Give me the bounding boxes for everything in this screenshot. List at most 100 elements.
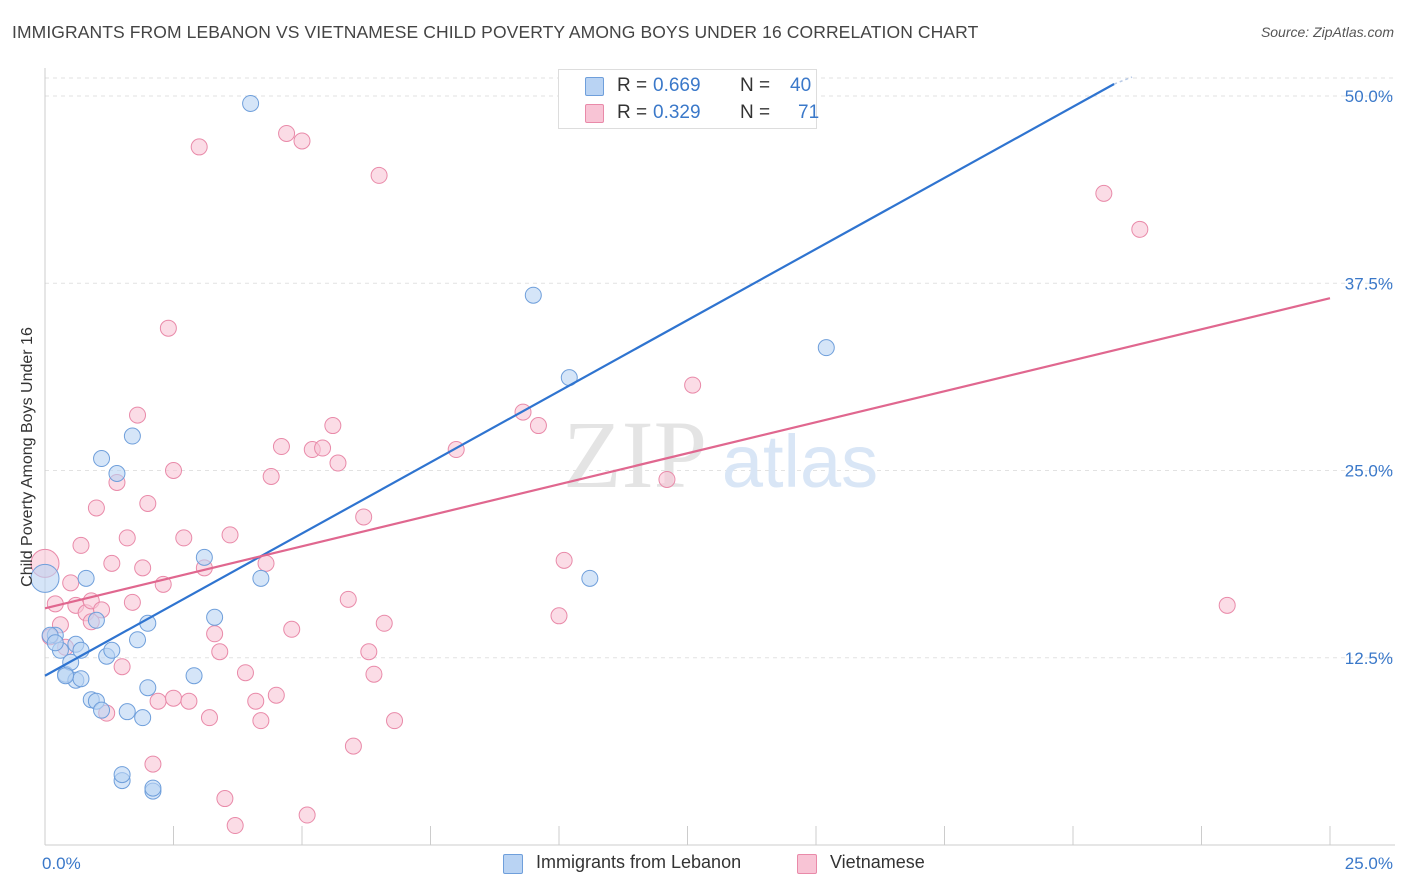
source-credit: Source: ZipAtlas.com xyxy=(1260,24,1394,40)
vietnamese-swatch xyxy=(585,104,604,123)
lebanon-point xyxy=(134,709,152,727)
vietnamese-point xyxy=(262,467,280,485)
vietnamese-trend-line xyxy=(44,297,1331,610)
vietnamese-point xyxy=(252,712,270,730)
vietnamese-point xyxy=(267,686,285,704)
vietnamese-point xyxy=(175,529,193,547)
y-tick-label: 12.5% xyxy=(1345,649,1393,668)
lebanon-point xyxy=(139,679,157,697)
lebanon-point xyxy=(77,569,95,587)
n-value: 71 xyxy=(798,102,820,123)
vietnamese-point xyxy=(257,554,275,572)
vietnamese-point xyxy=(283,620,301,638)
vietnamese-point xyxy=(159,319,177,337)
vietnamese-point xyxy=(658,470,676,488)
lebanon-point xyxy=(185,667,203,685)
vietnamese-point xyxy=(206,625,224,643)
lebanon-legend-label: Immigrants from Lebanon xyxy=(536,852,742,872)
n-label: N = xyxy=(740,102,771,123)
vietnamese-point xyxy=(324,417,342,435)
lebanon-point xyxy=(144,779,162,797)
chart-title: IMMIGRANTS FROM LEBANON VS VIETNAMESE CH… xyxy=(12,22,979,42)
vietnamese-point xyxy=(144,755,162,773)
vietnamese-point xyxy=(87,499,105,517)
vietnamese-point xyxy=(118,529,136,547)
vietnamese-point xyxy=(355,508,373,526)
vietnamese-point xyxy=(360,643,378,661)
lebanon-point xyxy=(118,703,136,721)
vietnamese-point xyxy=(1095,184,1113,202)
lebanon-point xyxy=(524,286,542,304)
tick-labels: 12.5% 25.0% 37.5% 50.0% 0.0% 25.0% xyxy=(42,87,1393,873)
lebanon-point xyxy=(129,631,147,649)
vietnamese-point xyxy=(272,438,290,456)
axes xyxy=(44,68,1395,846)
lebanon-point xyxy=(57,667,75,685)
vietnamese-point xyxy=(200,709,218,727)
vietnamese-point xyxy=(123,593,141,611)
r-value: 0.669 xyxy=(653,75,701,96)
vietnamese-point xyxy=(529,417,547,435)
y-tick-label: 25.0% xyxy=(1345,462,1393,481)
lebanon-point xyxy=(123,427,141,445)
lebanon-point xyxy=(93,450,111,468)
y-axis-label: Child Poverty Among Boys Under 16 xyxy=(19,327,36,587)
vietnamese-point xyxy=(247,692,265,710)
vietnamese-point xyxy=(226,817,244,835)
vietnamese-point xyxy=(129,406,147,424)
vietnamese-point xyxy=(1218,596,1236,614)
vietnamese-point xyxy=(329,454,347,472)
lebanon-point xyxy=(46,634,64,652)
lebanon-trend-extension xyxy=(1113,76,1133,85)
vietnamese-point xyxy=(555,551,573,569)
series-vietnamese-points xyxy=(30,124,1236,835)
vietnamese-point xyxy=(298,806,316,824)
vietnamese-point xyxy=(684,376,702,394)
lebanon-point xyxy=(93,701,111,719)
lebanon-point xyxy=(113,766,131,784)
correlation-legend: R = 0.669 N = 40 R = 0.329 N = 71 xyxy=(558,69,820,129)
lebanon-legend-swatch xyxy=(503,854,523,874)
y-tick-label: 37.5% xyxy=(1345,274,1393,293)
vietnamese-point xyxy=(344,737,362,755)
lebanon-point xyxy=(87,611,105,629)
lebanon-swatch xyxy=(585,77,604,96)
vietnamese-point xyxy=(339,590,357,608)
vietnamese-point xyxy=(236,664,254,682)
lebanon-point xyxy=(30,563,60,593)
vietnamese-legend-swatch xyxy=(797,854,817,874)
vietnamese-point xyxy=(216,790,234,808)
lebanon-point xyxy=(581,569,599,587)
vietnamese-point xyxy=(375,614,393,632)
lebanon-point xyxy=(252,569,270,587)
vietnamese-point xyxy=(180,692,198,710)
y-tick-label: 50.0% xyxy=(1345,87,1393,106)
vietnamese-point xyxy=(103,554,121,572)
vietnamese-point xyxy=(293,132,311,150)
vietnamese-point xyxy=(190,138,208,156)
lebanon-point xyxy=(103,641,121,659)
vietnamese-point xyxy=(386,712,404,730)
vietnamese-point xyxy=(165,689,182,707)
vietnamese-point xyxy=(314,439,332,457)
n-value: 40 xyxy=(790,75,812,96)
lebanon-point xyxy=(206,608,224,626)
gridlines xyxy=(45,77,1395,659)
lebanon-trend-line xyxy=(44,83,1115,677)
vietnamese-point xyxy=(72,536,90,554)
vietnamese-point xyxy=(134,559,152,577)
lebanon-point xyxy=(72,670,90,688)
vietnamese-point xyxy=(139,494,157,512)
r-label: R = xyxy=(617,75,648,96)
vietnamese-point xyxy=(550,607,568,625)
vietnamese-point xyxy=(221,526,239,544)
vietnamese-point xyxy=(211,643,229,661)
lebanon-point xyxy=(108,464,126,482)
vietnamese-point xyxy=(62,574,80,592)
vietnamese-point xyxy=(1131,220,1149,238)
r-value: 0.329 xyxy=(653,102,701,123)
vietnamese-point xyxy=(113,658,131,676)
vietnamese-point xyxy=(149,692,167,710)
lebanon-point xyxy=(817,339,835,357)
